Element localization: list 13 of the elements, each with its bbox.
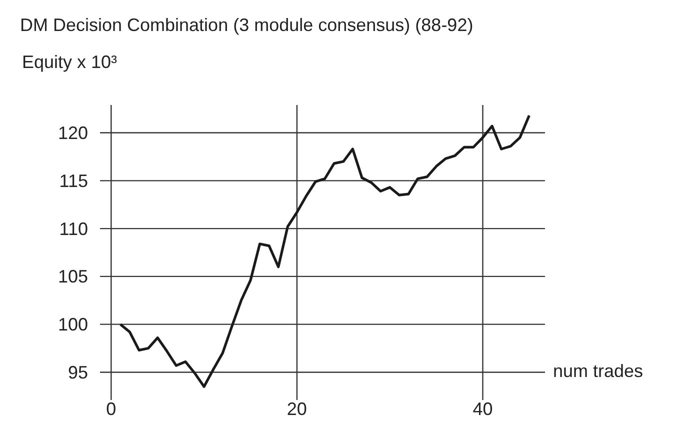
- y-tick-label: 100: [58, 314, 88, 335]
- chart-title: DM Decision Combination (3 module consensus) (88-92): [20, 15, 474, 35]
- x-axis-title: num trades: [553, 361, 644, 381]
- y-tick-label: 95: [68, 362, 88, 383]
- y-tick-label: 120: [58, 123, 88, 144]
- x-tick-label: 40: [472, 399, 493, 419]
- x-tick-label: 0: [106, 399, 116, 419]
- x-tick-label: 20: [286, 399, 307, 419]
- line-series: [119, 114, 531, 388]
- y-axis-title: Equity x 10³: [22, 52, 118, 72]
- y-tick-label: 115: [59, 170, 88, 191]
- y-tick-label: 105: [58, 266, 88, 287]
- y-tick-label: 110: [59, 218, 88, 239]
